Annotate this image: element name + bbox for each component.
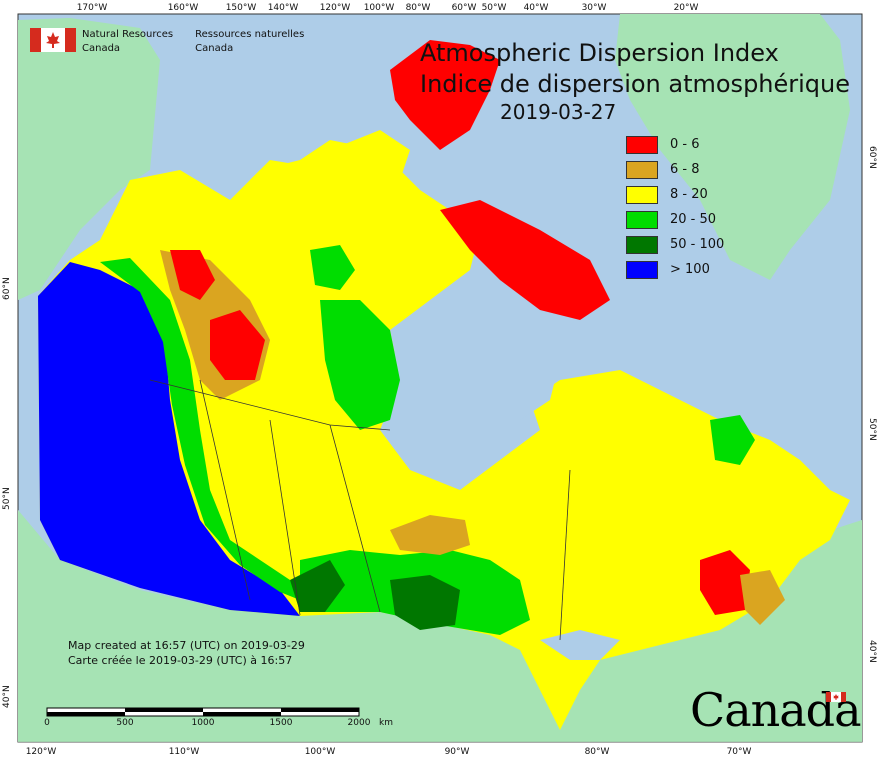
legend-label: 8 - 20 bbox=[670, 187, 708, 202]
legend-swatch bbox=[626, 235, 658, 254]
bottom-tick: 90°W bbox=[444, 747, 470, 757]
legend-label: > 100 bbox=[670, 262, 710, 277]
map-date: 2019-03-27 bbox=[500, 100, 617, 124]
scale-bar: 0 500 1000 1500 2000 km bbox=[44, 704, 393, 728]
kivalliq-green bbox=[310, 245, 355, 290]
bottom-tick: 70°W bbox=[726, 747, 752, 757]
nrcan-signature: Natural Resources Canada Ressources natu… bbox=[30, 28, 326, 56]
scale-bar-graphic bbox=[46, 707, 360, 717]
title-block: Atmospheric Dispersion Index Indice de d… bbox=[420, 38, 860, 100]
bottom-tick: 110°W bbox=[168, 747, 200, 757]
right-tick: 50°N bbox=[867, 418, 877, 441]
baffin-island bbox=[440, 200, 610, 320]
bottom-tick: 120°W bbox=[25, 747, 57, 757]
legend-label: 0 - 6 bbox=[670, 137, 700, 152]
top-tick: 120°W bbox=[319, 3, 351, 13]
legend-label: 6 - 8 bbox=[670, 162, 700, 177]
arctic-islands-1 bbox=[250, 160, 300, 195]
top-tick: 20°W bbox=[673, 3, 699, 13]
created-en: Map created at 16:57 (UTC) on 2019-03-29 bbox=[68, 639, 305, 652]
nunavut-green bbox=[320, 300, 400, 430]
legend-item: 8 - 20 bbox=[626, 182, 724, 207]
top-tick: 50°W bbox=[481, 3, 507, 13]
scale-label: 500 bbox=[116, 718, 134, 728]
mackenzie-red bbox=[170, 250, 215, 300]
right-tick: 60°N bbox=[867, 146, 877, 169]
creation-note: Map created at 16:57 (UTC) on 2019-03-29… bbox=[68, 638, 305, 668]
bottom-tick: 100°W bbox=[304, 747, 336, 757]
legend-swatch bbox=[626, 160, 658, 179]
scale-label: 1500 bbox=[269, 718, 293, 728]
top-tick: 150°W bbox=[225, 3, 257, 13]
legend-label: 20 - 50 bbox=[670, 212, 717, 227]
scale-unit: km bbox=[379, 718, 393, 728]
arctic-islands-2 bbox=[330, 130, 410, 190]
legend-item: 50 - 100 bbox=[626, 232, 724, 257]
top-tick: 100°W bbox=[363, 3, 395, 13]
top-tick: 80°W bbox=[405, 3, 431, 13]
great-bear-red bbox=[210, 310, 265, 380]
alaska bbox=[18, 18, 160, 300]
prairie-darkgreen bbox=[290, 560, 345, 612]
left-tick: 50°N bbox=[2, 487, 12, 510]
agency-fr-line: Canada bbox=[195, 43, 234, 54]
greenland bbox=[615, 14, 850, 280]
maritimes-orange bbox=[740, 570, 785, 625]
agency-fr: Ressources naturelles Canada bbox=[195, 28, 304, 56]
wordmark-flag-icon bbox=[826, 692, 846, 702]
legend-item: 20 - 50 bbox=[626, 207, 724, 232]
legend-swatch bbox=[626, 185, 658, 204]
legend-item: > 100 bbox=[626, 257, 724, 282]
scale-label: 2000 bbox=[347, 718, 371, 728]
top-tick: 30°W bbox=[581, 3, 607, 13]
ellesmere-island bbox=[390, 40, 500, 150]
top-tick: 160°W bbox=[167, 3, 199, 13]
top-tick: 140°W bbox=[267, 3, 299, 13]
quebec-green bbox=[710, 415, 755, 465]
scale-label: 1000 bbox=[191, 718, 215, 728]
top-tick: 170°W bbox=[76, 3, 108, 13]
provincial-borders bbox=[149, 379, 571, 641]
agency-en-line: Natural Resources bbox=[82, 29, 174, 40]
legend-item: 6 - 8 bbox=[626, 157, 724, 182]
top-tick: 60°W bbox=[451, 3, 477, 13]
created-fr: Carte créée le 2019-03-29 (UTC) à 16:57 bbox=[68, 654, 293, 667]
canada-flag-icon bbox=[30, 28, 76, 52]
legend-item: 0 - 6 bbox=[626, 132, 724, 157]
legend-swatch bbox=[626, 135, 658, 154]
legend: 0 - 6 6 - 8 8 - 20 20 - 50 50 - 100 > 10… bbox=[626, 132, 724, 282]
agency-fr-line: Ressources naturelles bbox=[195, 29, 305, 40]
left-tick: 40°N bbox=[2, 685, 12, 708]
ontario-orange bbox=[390, 515, 470, 555]
bottom-tick: 80°W bbox=[584, 747, 610, 757]
left-tick: 60°N bbox=[2, 277, 12, 300]
right-tick: 40°N bbox=[867, 640, 877, 663]
legend-swatch bbox=[626, 210, 658, 229]
hudson-bay bbox=[380, 300, 560, 460]
scale-label: 0 bbox=[44, 718, 50, 728]
title-fr: Indice de dispersion atmosphérique bbox=[420, 70, 851, 98]
maritimes-red bbox=[700, 550, 750, 615]
title-en: Atmospheric Dispersion Index bbox=[420, 39, 779, 67]
agency-en-line: Canada bbox=[82, 43, 121, 54]
southern-darkgreen bbox=[390, 575, 460, 630]
top-tick: 40°W bbox=[523, 3, 549, 13]
legend-swatch bbox=[626, 260, 658, 279]
legend-label: 50 - 100 bbox=[670, 237, 725, 252]
bc-blue-zone bbox=[38, 262, 300, 616]
agency-en: Natural Resources Canada bbox=[82, 28, 173, 56]
